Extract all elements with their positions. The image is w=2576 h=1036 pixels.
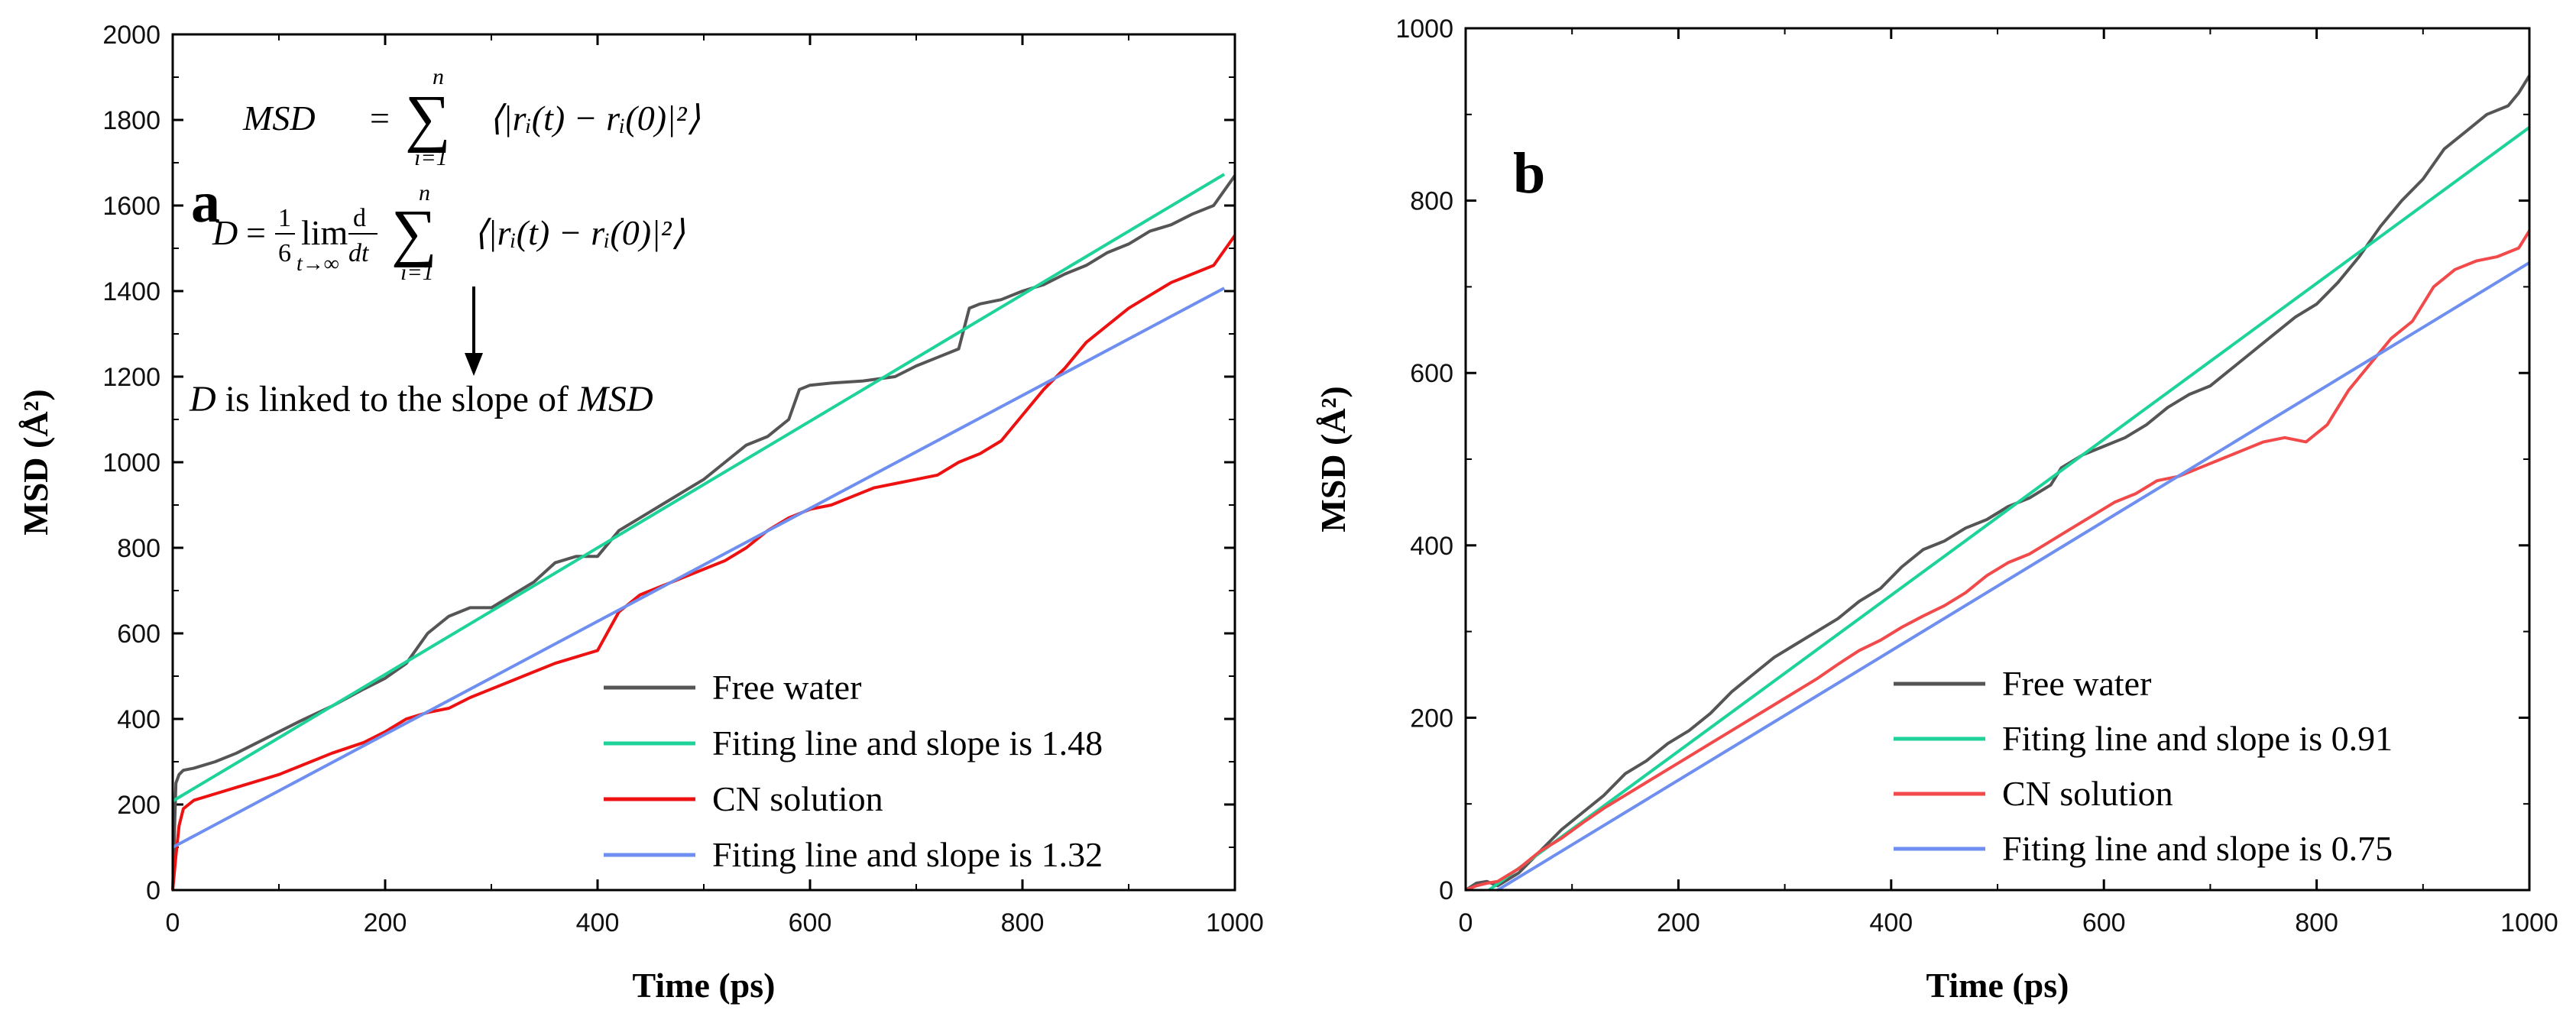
annotation-text: D is linked to the slope of MSD (189, 379, 653, 419)
panel-b-ytick-label-2: 400 (1410, 532, 1453, 561)
panel-b-series-3-line (1496, 261, 2531, 892)
panel-a-xlabel: Time (ps) (633, 966, 776, 1005)
panel-a-ytick-label-7: 1400 (102, 277, 160, 306)
panel-b-xtick-label-0: 0 (1459, 908, 1473, 937)
formula-d-deriv-num: d (353, 204, 366, 232)
formula-d-sum-lower: i=1 (400, 260, 434, 285)
panel-b-ylabel: MSD (Å²) (1314, 386, 1353, 532)
formula-msd-sum-lower: i=1 (414, 145, 448, 170)
panel-a: 0 200 400 600 800 1000 0 200 400 600 800 1000 1200 14… (16, 21, 1264, 1005)
panel-a-series (171, 173, 1236, 891)
panel-a-legend-label-3: Fiting line and slope is 1.32 (712, 835, 1103, 874)
panel-a-ticks: 0 200 400 600 800 1000 0 200 400 600 800 1000 1200 14… (102, 21, 1263, 937)
panel-b-xtick-label-3: 600 (2082, 908, 2126, 937)
formula-d-lhs: D (212, 213, 238, 252)
formula-msd-lhs: MSD (242, 99, 316, 138)
formula-d-lim-sub: t→∞ (296, 252, 339, 276)
panel-a-ytick-label-9: 1800 (102, 106, 160, 135)
panel-b-legend-label-3: Fiting line and slope is 0.75 (2002, 829, 2393, 868)
panel-letter-a: a (191, 170, 220, 235)
panel-a-legend-label-0: Free water (712, 668, 861, 707)
panel-b-series (1464, 74, 2531, 892)
panel-a-legend-label-2: CN solution (712, 779, 883, 818)
panel-b-ticks: 0 200 400 600 800 1000 0 200 400 600 800 1000 (1395, 15, 2558, 937)
formula-d-eq: = (246, 213, 266, 252)
panel-b-legend: Free water Fiting line and slope is 0.91 C… (1894, 664, 2393, 868)
panel-a-ytick-label-3: 600 (117, 620, 160, 649)
panel-b-xlabel: Time (ps) (1926, 966, 2069, 1005)
panel-b-legend-label-1: Fiting line and slope is 0.91 (2002, 719, 2393, 758)
panel-b-series-0-line (1464, 74, 2531, 892)
panel-a-ylabel: MSD (Å²) (16, 389, 55, 535)
formula-msd-sum: ∑ (405, 83, 451, 154)
panel-a-ytick-label-5: 1000 (102, 448, 160, 478)
formula-d-frac-num: 1 (278, 204, 291, 232)
panel-b-ytick-label-4: 800 (1410, 187, 1453, 216)
panel-b-ytick-label-1: 200 (1410, 704, 1453, 733)
panel-b-series-1-line (1488, 126, 2531, 892)
panel-b-xtick-label-4: 800 (2295, 908, 2338, 937)
formula-msd: MSD = ∑ n i=1 ⟨|rᵢ(t) − rᵢ(0)|²⟩ (242, 64, 700, 170)
formula-d-frac-den: 6 (278, 239, 291, 267)
panel-a-ytick-label-0: 0 (146, 876, 160, 905)
panel-a-series-3-line (172, 287, 1226, 849)
panel-a-plot-frame (171, 33, 1236, 892)
panel-a-xtick-label-0: 0 (166, 908, 180, 937)
panel-a-xtick-label-1: 200 (364, 908, 407, 937)
panel-letter-b: b (1513, 141, 1545, 206)
panel-b: 0 200 400 600 800 1000 0 200 400 600 800 1000 b Fre… (1314, 15, 2558, 1005)
panel-a-ytick-label-4: 800 (117, 534, 160, 563)
panel-b-xtick-label-1: 200 (1657, 908, 1700, 937)
panel-a-series-2-line (171, 235, 1236, 891)
panel-b-series-2-line (1465, 230, 2531, 892)
panel-b-ytick-label-0: 0 (1439, 876, 1453, 905)
panel-a-legend-label-1: Fiting line and slope is 1.48 (712, 724, 1103, 762)
panel-b-ytick-label-5: 1000 (1395, 15, 1453, 44)
panel-a-ytick-label-8: 1600 (102, 192, 160, 221)
formula-d-lim: lim (301, 213, 348, 252)
panel-a-xtick-label-4: 800 (1001, 908, 1045, 937)
annotation-msd: MSD (577, 379, 653, 419)
panel-a-ytick-label-1: 200 (117, 791, 160, 820)
annotation-d: D (189, 379, 216, 419)
panel-a-xtick-label-2: 400 (576, 908, 620, 937)
formula-msd-body: ⟨|rᵢ(t) − rᵢ(0)|²⟩ (489, 99, 700, 138)
panel-b-legend-label-2: CN solution (2002, 774, 2173, 813)
panel-a-ytick-label-2: 400 (117, 705, 160, 734)
formula-d-body: ⟨|rᵢ(t) − rᵢ(0)|²⟩ (474, 213, 685, 252)
panel-a-xtick-label-3: 600 (789, 908, 832, 937)
panel-a-series-1-line (171, 173, 1226, 803)
formula-msd-sum-upper: n (433, 64, 444, 89)
panel-b-xtick-label-2: 400 (1869, 908, 1913, 937)
formula-d-sum: ∑ (391, 197, 437, 268)
panel-a-ytick-label-10: 2000 (102, 21, 160, 50)
annotation-middle: is linked to the slope of (216, 379, 578, 419)
formula-d: D = 1 6 lim t→∞ d dt ∑ n i=1 ⟨|rᵢ(t) − r… (212, 180, 685, 285)
panel-a-ytick-label-6: 1200 (102, 363, 160, 392)
formula-d-sum-upper: n (419, 180, 430, 206)
panel-b-plot-frame (1464, 27, 2531, 892)
panel-b-xtick-label-5: 1000 (2500, 908, 2558, 937)
panel-a-series-0-line (171, 174, 1236, 891)
panel-b-ytick-label-3: 600 (1410, 359, 1453, 388)
panel-a-xtick-label-5: 1000 (1206, 908, 1264, 937)
formula-d-deriv-den: dt (348, 239, 370, 267)
panel-b-legend-label-0: Free water (2002, 664, 2151, 703)
panel-a-legend: Free water Fiting line and slope is 1.48 C… (604, 668, 1103, 874)
formula-msd-eq: = (370, 99, 390, 138)
annotation-arrow-head (465, 353, 483, 376)
